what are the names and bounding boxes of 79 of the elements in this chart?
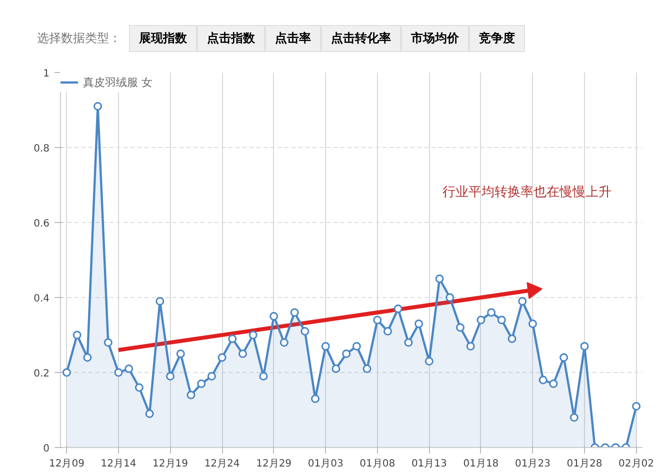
text: 选择数据类型：: [37, 31, 121, 45]
text: 点击率: [265, 25, 321, 52]
point: [446, 293, 454, 302]
point: [259, 372, 268, 380]
text: 市场均价: [401, 25, 469, 52]
point: [414, 320, 424, 328]
point: [332, 364, 340, 373]
x-tick-label: 01月23: [515, 458, 550, 470]
x-tick-label: 12月24: [204, 458, 240, 470]
x-tick-label: 12月19: [152, 458, 188, 470]
point: [218, 353, 226, 362]
point: [290, 308, 299, 317]
x-tick-label: 12月14: [100, 458, 136, 470]
point: [373, 316, 382, 324]
point: [394, 304, 402, 313]
point: [166, 372, 175, 380]
point: [156, 297, 164, 306]
point: [560, 353, 568, 362]
point: [466, 342, 475, 350]
point: [311, 394, 320, 403]
point: [134, 383, 144, 392]
x-tick-label: 01月18: [463, 458, 499, 470]
point: [383, 327, 392, 336]
legend-label: 真皮羽绒服 女: [83, 74, 152, 90]
point: [424, 357, 434, 366]
point: [321, 342, 330, 350]
point: [228, 334, 237, 343]
text: 展现指数: [129, 25, 197, 52]
point: [186, 390, 196, 400]
point: [104, 338, 112, 347]
point: [538, 376, 548, 384]
text: 点击转化率: [321, 25, 401, 52]
y-tick-label: 1: [43, 68, 50, 80]
point: [632, 402, 641, 410]
point: [435, 274, 444, 283]
point: [487, 308, 496, 317]
x-tick-label: 02月02: [618, 458, 654, 470]
y-tick-label: 0.4: [34, 294, 50, 304]
point: [83, 353, 92, 362]
point: [528, 320, 537, 328]
point: [114, 368, 123, 377]
y-tick-label: 0.2: [34, 368, 50, 380]
y-tick-label: 0.6: [34, 218, 50, 230]
point: [352, 342, 361, 350]
point: [549, 380, 558, 388]
point: [124, 364, 134, 373]
point: [342, 350, 351, 358]
x-tick-label: 01月03: [308, 458, 344, 470]
point: [404, 338, 413, 347]
point: [280, 338, 288, 347]
point: [476, 316, 486, 324]
point: [300, 327, 310, 336]
y-tick-label: 0.8: [34, 144, 50, 154]
point: [72, 330, 82, 340]
point: [518, 297, 527, 306]
text: 点击指数: [197, 25, 265, 52]
point: [207, 372, 216, 380]
text: 竞争度: [469, 25, 525, 52]
annotation: 行业平均转换率也在慢慢上升: [442, 184, 612, 200]
point: [456, 323, 464, 332]
x-tick-label: 01月08: [360, 458, 396, 470]
point: [580, 342, 589, 350]
point: [270, 312, 278, 320]
x-tick-label: 12月29: [256, 458, 292, 470]
y-tick-label: 0: [43, 444, 50, 454]
point: [508, 334, 516, 343]
point: [94, 102, 102, 110]
x-tick-label: 01月28: [566, 458, 602, 470]
point: [497, 316, 506, 324]
point: [145, 410, 154, 418]
x-tick-label: 01月13: [411, 458, 447, 470]
x-tick-label: 12月09: [48, 458, 84, 470]
point: [248, 330, 258, 340]
point: [62, 368, 71, 377]
point: [362, 364, 372, 373]
point: [238, 350, 248, 358]
point: [176, 350, 185, 358]
point: [197, 380, 206, 388]
point: [570, 413, 578, 422]
